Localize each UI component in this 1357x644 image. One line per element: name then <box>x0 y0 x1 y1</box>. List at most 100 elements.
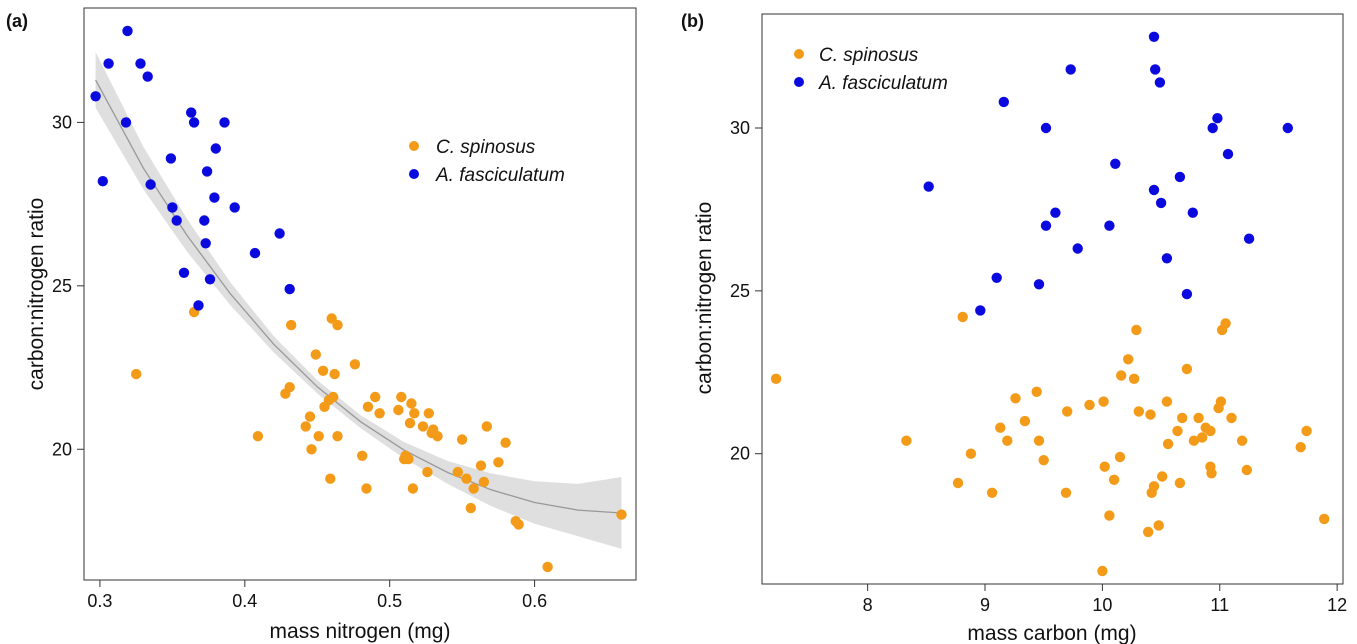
point-a-fasciculatum <box>145 179 156 190</box>
point-c-spinosus <box>325 473 336 484</box>
x-tick-label: 0.4 <box>232 591 257 611</box>
point-c-spinosus <box>1181 363 1193 375</box>
x-tick-label: 0.6 <box>522 591 547 611</box>
point-a-fasciculatum <box>1155 197 1167 209</box>
point-a-fasciculatum <box>1150 64 1161 75</box>
panel-a-x-ticks: 0.3 0.4 0.5 0.6 <box>87 580 547 611</box>
fit-line <box>95 79 622 514</box>
point-c-spinosus <box>461 473 472 484</box>
point-a-fasciculatum <box>171 215 182 226</box>
point-a-fasciculatum <box>1040 220 1052 231</box>
point-c-spinosus <box>1031 386 1042 397</box>
point-a-fasciculatum <box>249 247 261 259</box>
point-c-spinosus <box>370 391 381 403</box>
point-c-spinosus <box>349 359 361 370</box>
point-c-spinosus <box>304 411 316 422</box>
point-c-spinosus <box>1205 425 1216 437</box>
point-c-spinosus <box>393 404 404 416</box>
point-c-spinosus <box>493 457 504 468</box>
panel-a-label: (a) <box>6 11 28 31</box>
y-tick-label: 20 <box>730 444 750 464</box>
point-c-spinosus <box>317 365 329 376</box>
point-a-fasciculatum <box>1033 279 1045 290</box>
point-c-spinosus <box>310 349 321 360</box>
point-a-fasciculatum <box>1174 171 1186 183</box>
point-a-fasciculatum <box>201 166 213 177</box>
point-a-fasciculatum <box>142 71 153 82</box>
point-c-spinosus <box>542 561 553 573</box>
point-c-spinosus <box>456 434 468 445</box>
point-a-fasciculatum <box>120 117 132 128</box>
point-a-fasciculatum <box>204 274 216 285</box>
panel-a-y-ticks: 20 25 30 <box>52 112 84 459</box>
point-c-spinosus <box>1060 487 1072 498</box>
point-c-spinosus <box>252 431 264 442</box>
panel-a-plot-frame <box>83 7 637 581</box>
point-a-fasciculatum <box>274 228 285 239</box>
point-c-spinosus <box>361 483 372 494</box>
fit-curve <box>95 79 622 514</box>
point-c-spinosus <box>1002 435 1013 446</box>
point-c-spinosus <box>1145 409 1156 420</box>
point-c-spinosus <box>475 460 487 471</box>
x-tick-label: 12 <box>1327 595 1347 615</box>
point-a-fasciculatum <box>1050 207 1061 218</box>
point-a-fasciculatum <box>209 192 220 203</box>
point-a-fasciculatum <box>122 25 133 37</box>
point-c-spinosus <box>1241 464 1253 476</box>
point-a-fasciculatum <box>1187 207 1199 218</box>
point-a-fasciculatum <box>1104 220 1115 231</box>
point-a-fasciculatum <box>1212 113 1223 124</box>
panel-b-carbon: (b) 8 9 10 11 12 20 25 30 mass carbon (mg) car… <box>681 11 1347 644</box>
point-c-spinosus <box>1128 373 1140 384</box>
point-c-spinosus <box>1098 396 1109 407</box>
point-c-spinosus <box>417 421 429 432</box>
panel-b-plot-frame <box>761 13 1344 585</box>
panel-b-y-axis-title: carbon:nitrogen ratio <box>693 202 716 395</box>
point-c-spinosus <box>1084 399 1095 411</box>
point-c-spinosus <box>1153 520 1164 531</box>
point-a-fasciculatum <box>991 272 1002 283</box>
point-c-spinosus <box>404 417 416 429</box>
point-c-spinosus <box>300 421 311 432</box>
x-tick-label: 0.3 <box>87 591 112 611</box>
point-c-spinosus <box>422 466 433 478</box>
point-a-fasciculatum <box>923 181 934 192</box>
legend-label-a-fasciculatum: A. fasciculatum <box>818 73 948 94</box>
panel-b-points <box>770 31 1330 577</box>
x-tick-label: 11 <box>1210 595 1229 615</box>
point-c-spinosus <box>1226 412 1237 424</box>
y-tick-label: 25 <box>730 281 750 301</box>
point-c-spinosus <box>1188 435 1200 446</box>
point-c-spinosus <box>1174 477 1186 489</box>
point-a-fasciculatum <box>193 300 204 311</box>
legend-marker-a-fasciculatum <box>409 169 419 179</box>
point-a-fasciculatum <box>200 238 211 249</box>
point-c-spinosus <box>478 476 490 488</box>
point-c-spinosus <box>1062 406 1073 417</box>
point-c-spinosus <box>396 391 407 403</box>
point-a-fasciculatum <box>1148 184 1160 196</box>
point-c-spinosus <box>1157 471 1168 482</box>
point-a-fasciculatum <box>1181 288 1193 300</box>
point-a-fasciculatum <box>97 176 109 187</box>
panel-b-x-axis-title: mass carbon (mg) <box>967 622 1136 644</box>
point-c-spinosus <box>332 319 343 331</box>
legend-label-c-spinosus: C. spinosus <box>819 45 919 66</box>
point-c-spinosus <box>616 509 627 520</box>
point-c-spinosus <box>1019 415 1031 427</box>
panel-b-label: (b) <box>681 11 704 31</box>
legend-label-c-spinosus: C. spinosus <box>436 137 536 158</box>
panel-a-nitrogen: (a) 0.3 0.4 0.5 0.6 20 25 30 mass nitrogen (m… <box>6 7 637 643</box>
legend-label-a-fasciculatum: A. fasciculatum <box>435 165 565 186</box>
point-c-spinosus <box>362 401 374 412</box>
point-c-spinosus <box>1161 396 1173 407</box>
point-c-spinosus <box>481 421 492 432</box>
panel-b-x-ticks: 8 9 10 11 12 <box>863 584 1347 615</box>
point-a-fasciculatum <box>186 107 197 118</box>
point-c-spinosus <box>131 368 142 380</box>
point-a-fasciculatum <box>90 91 101 102</box>
y-tick-label: 20 <box>52 439 72 459</box>
point-c-spinosus <box>357 450 368 461</box>
y-tick-label: 25 <box>52 276 72 296</box>
